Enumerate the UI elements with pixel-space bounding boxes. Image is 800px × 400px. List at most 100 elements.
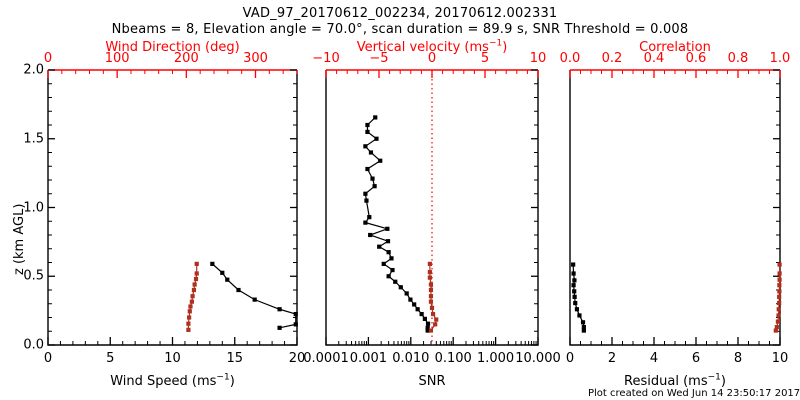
residual-marker bbox=[581, 325, 586, 330]
wind-speed-marker bbox=[210, 261, 215, 266]
correlation-marker bbox=[775, 319, 780, 324]
axis-tick-label: 20 bbox=[288, 351, 306, 366]
snr-marker bbox=[378, 158, 383, 163]
wind-speed-marker bbox=[236, 287, 241, 293]
wind-direction-marker bbox=[189, 299, 194, 304]
axis-tick-label: 2 bbox=[607, 351, 617, 366]
wind-speed-marker bbox=[220, 270, 225, 275]
snr-marker bbox=[365, 166, 370, 172]
wind-speed-marker bbox=[225, 277, 230, 282]
axis-tick-label: 10 bbox=[771, 351, 789, 366]
panel1-top-axis-label: Wind Direction (deg) bbox=[105, 40, 240, 55]
axis-tick-label: 10 bbox=[164, 351, 181, 366]
correlation-marker bbox=[777, 283, 782, 288]
axis-tick-label: 0.0 bbox=[23, 337, 44, 353]
snr-marker bbox=[386, 250, 391, 255]
vertical-velocity-marker bbox=[428, 328, 434, 333]
correlation-marker bbox=[777, 277, 782, 282]
snr-marker bbox=[385, 226, 390, 231]
snr-marker bbox=[415, 307, 420, 312]
axis-tick-label: −10 bbox=[312, 51, 340, 66]
panel3-frame bbox=[569, 70, 781, 346]
axis-tick-label: 200 bbox=[173, 51, 199, 66]
wind-direction-marker bbox=[186, 321, 191, 326]
snr-marker bbox=[364, 198, 369, 203]
wind-direction-marker bbox=[188, 304, 193, 309]
axis-tick-label: 1.5 bbox=[23, 131, 44, 147]
axis-tick-label: 0 bbox=[565, 351, 575, 366]
snr-marker bbox=[422, 316, 427, 321]
axis-tick-label: 15 bbox=[226, 351, 244, 366]
wind-speed-marker bbox=[277, 325, 282, 330]
axis-tick-label: 5 bbox=[106, 351, 115, 366]
wind-direction-marker bbox=[187, 315, 192, 320]
axis-tick-label: 0.100 bbox=[434, 351, 472, 366]
snr-marker bbox=[372, 184, 377, 189]
wind-direction-marker bbox=[194, 271, 199, 276]
axis-tick-label: 1.0 bbox=[769, 51, 791, 66]
axis-tick-label: 0 bbox=[427, 51, 437, 66]
residual-marker bbox=[572, 294, 577, 299]
snr-marker bbox=[363, 220, 368, 225]
panel2-top-axis-label: Vertical velocity (ms−1) bbox=[356, 38, 508, 55]
snr-marker bbox=[393, 279, 398, 284]
snr-marker bbox=[386, 274, 391, 279]
snr-marker bbox=[365, 129, 370, 134]
snr-marker bbox=[365, 122, 370, 128]
correlation-marker bbox=[774, 325, 779, 330]
axis-tick-label: 0.0 bbox=[559, 51, 581, 66]
residual-marker bbox=[571, 283, 576, 288]
plot-credit: Plot created on Wed Jun 14 23:50:17 2017 bbox=[588, 388, 800, 399]
axis-tick-label: 0.010 bbox=[392, 351, 430, 366]
snr-marker bbox=[390, 267, 395, 273]
axis-tick-label: 4 bbox=[649, 351, 659, 366]
axis-tick-label: 0 bbox=[43, 51, 53, 66]
wind-direction-marker bbox=[193, 276, 199, 282]
vertical-velocity-marker bbox=[428, 287, 434, 293]
snr-marker bbox=[377, 244, 382, 249]
snr-marker bbox=[425, 325, 430, 330]
axis-tick-label: 0.5 bbox=[23, 268, 44, 284]
axis-tick-label: 5 bbox=[480, 51, 490, 66]
snr-marker bbox=[374, 136, 379, 141]
vertical-velocity-marker bbox=[430, 311, 436, 317]
axis-tick-label: 0.8 bbox=[727, 51, 749, 66]
snr-marker bbox=[370, 176, 375, 181]
axis-tick-label: 300 bbox=[243, 51, 268, 66]
axis-tick-label: 0.2 bbox=[601, 51, 623, 66]
residual-marker bbox=[573, 300, 578, 306]
wind-speed-marker bbox=[293, 311, 298, 317]
wind-speed-marker bbox=[277, 307, 282, 312]
residual-marker bbox=[572, 289, 577, 294]
correlation-marker bbox=[773, 328, 778, 333]
panel3-top-axis-label: Correlation bbox=[639, 40, 711, 55]
correlation-marker bbox=[777, 271, 782, 276]
snr-marker bbox=[398, 285, 403, 290]
vertical-velocity-marker bbox=[427, 270, 432, 275]
snr-marker bbox=[385, 239, 391, 244]
snr-marker bbox=[419, 311, 424, 317]
panel1-bottom-axis-label: Wind Speed (ms−1) bbox=[110, 372, 235, 389]
axis-tick-label: 0 bbox=[43, 351, 53, 366]
vertical-velocity-marker bbox=[428, 299, 434, 304]
snr-marker bbox=[408, 297, 413, 302]
wind-speed-marker bbox=[252, 297, 257, 302]
vertical-velocity-marker bbox=[429, 305, 435, 310]
correlation-marker bbox=[777, 294, 782, 299]
correlation-marker bbox=[777, 289, 782, 294]
snr-marker bbox=[412, 302, 417, 307]
vertical-velocity-marker bbox=[433, 322, 438, 327]
wind-direction-marker bbox=[190, 294, 195, 299]
snr-line bbox=[364, 117, 429, 331]
axis-tick-label: 10.000 bbox=[515, 351, 561, 366]
snr-marker bbox=[389, 256, 394, 261]
wind-direction-marker bbox=[186, 327, 191, 332]
correlation-marker bbox=[776, 313, 781, 318]
panel1-frame bbox=[47, 70, 298, 346]
snr-marker bbox=[404, 291, 409, 296]
axis-tick-label: 0.6 bbox=[685, 51, 707, 66]
wind-speed-line bbox=[211, 263, 297, 329]
vertical-velocity-marker bbox=[427, 275, 432, 280]
